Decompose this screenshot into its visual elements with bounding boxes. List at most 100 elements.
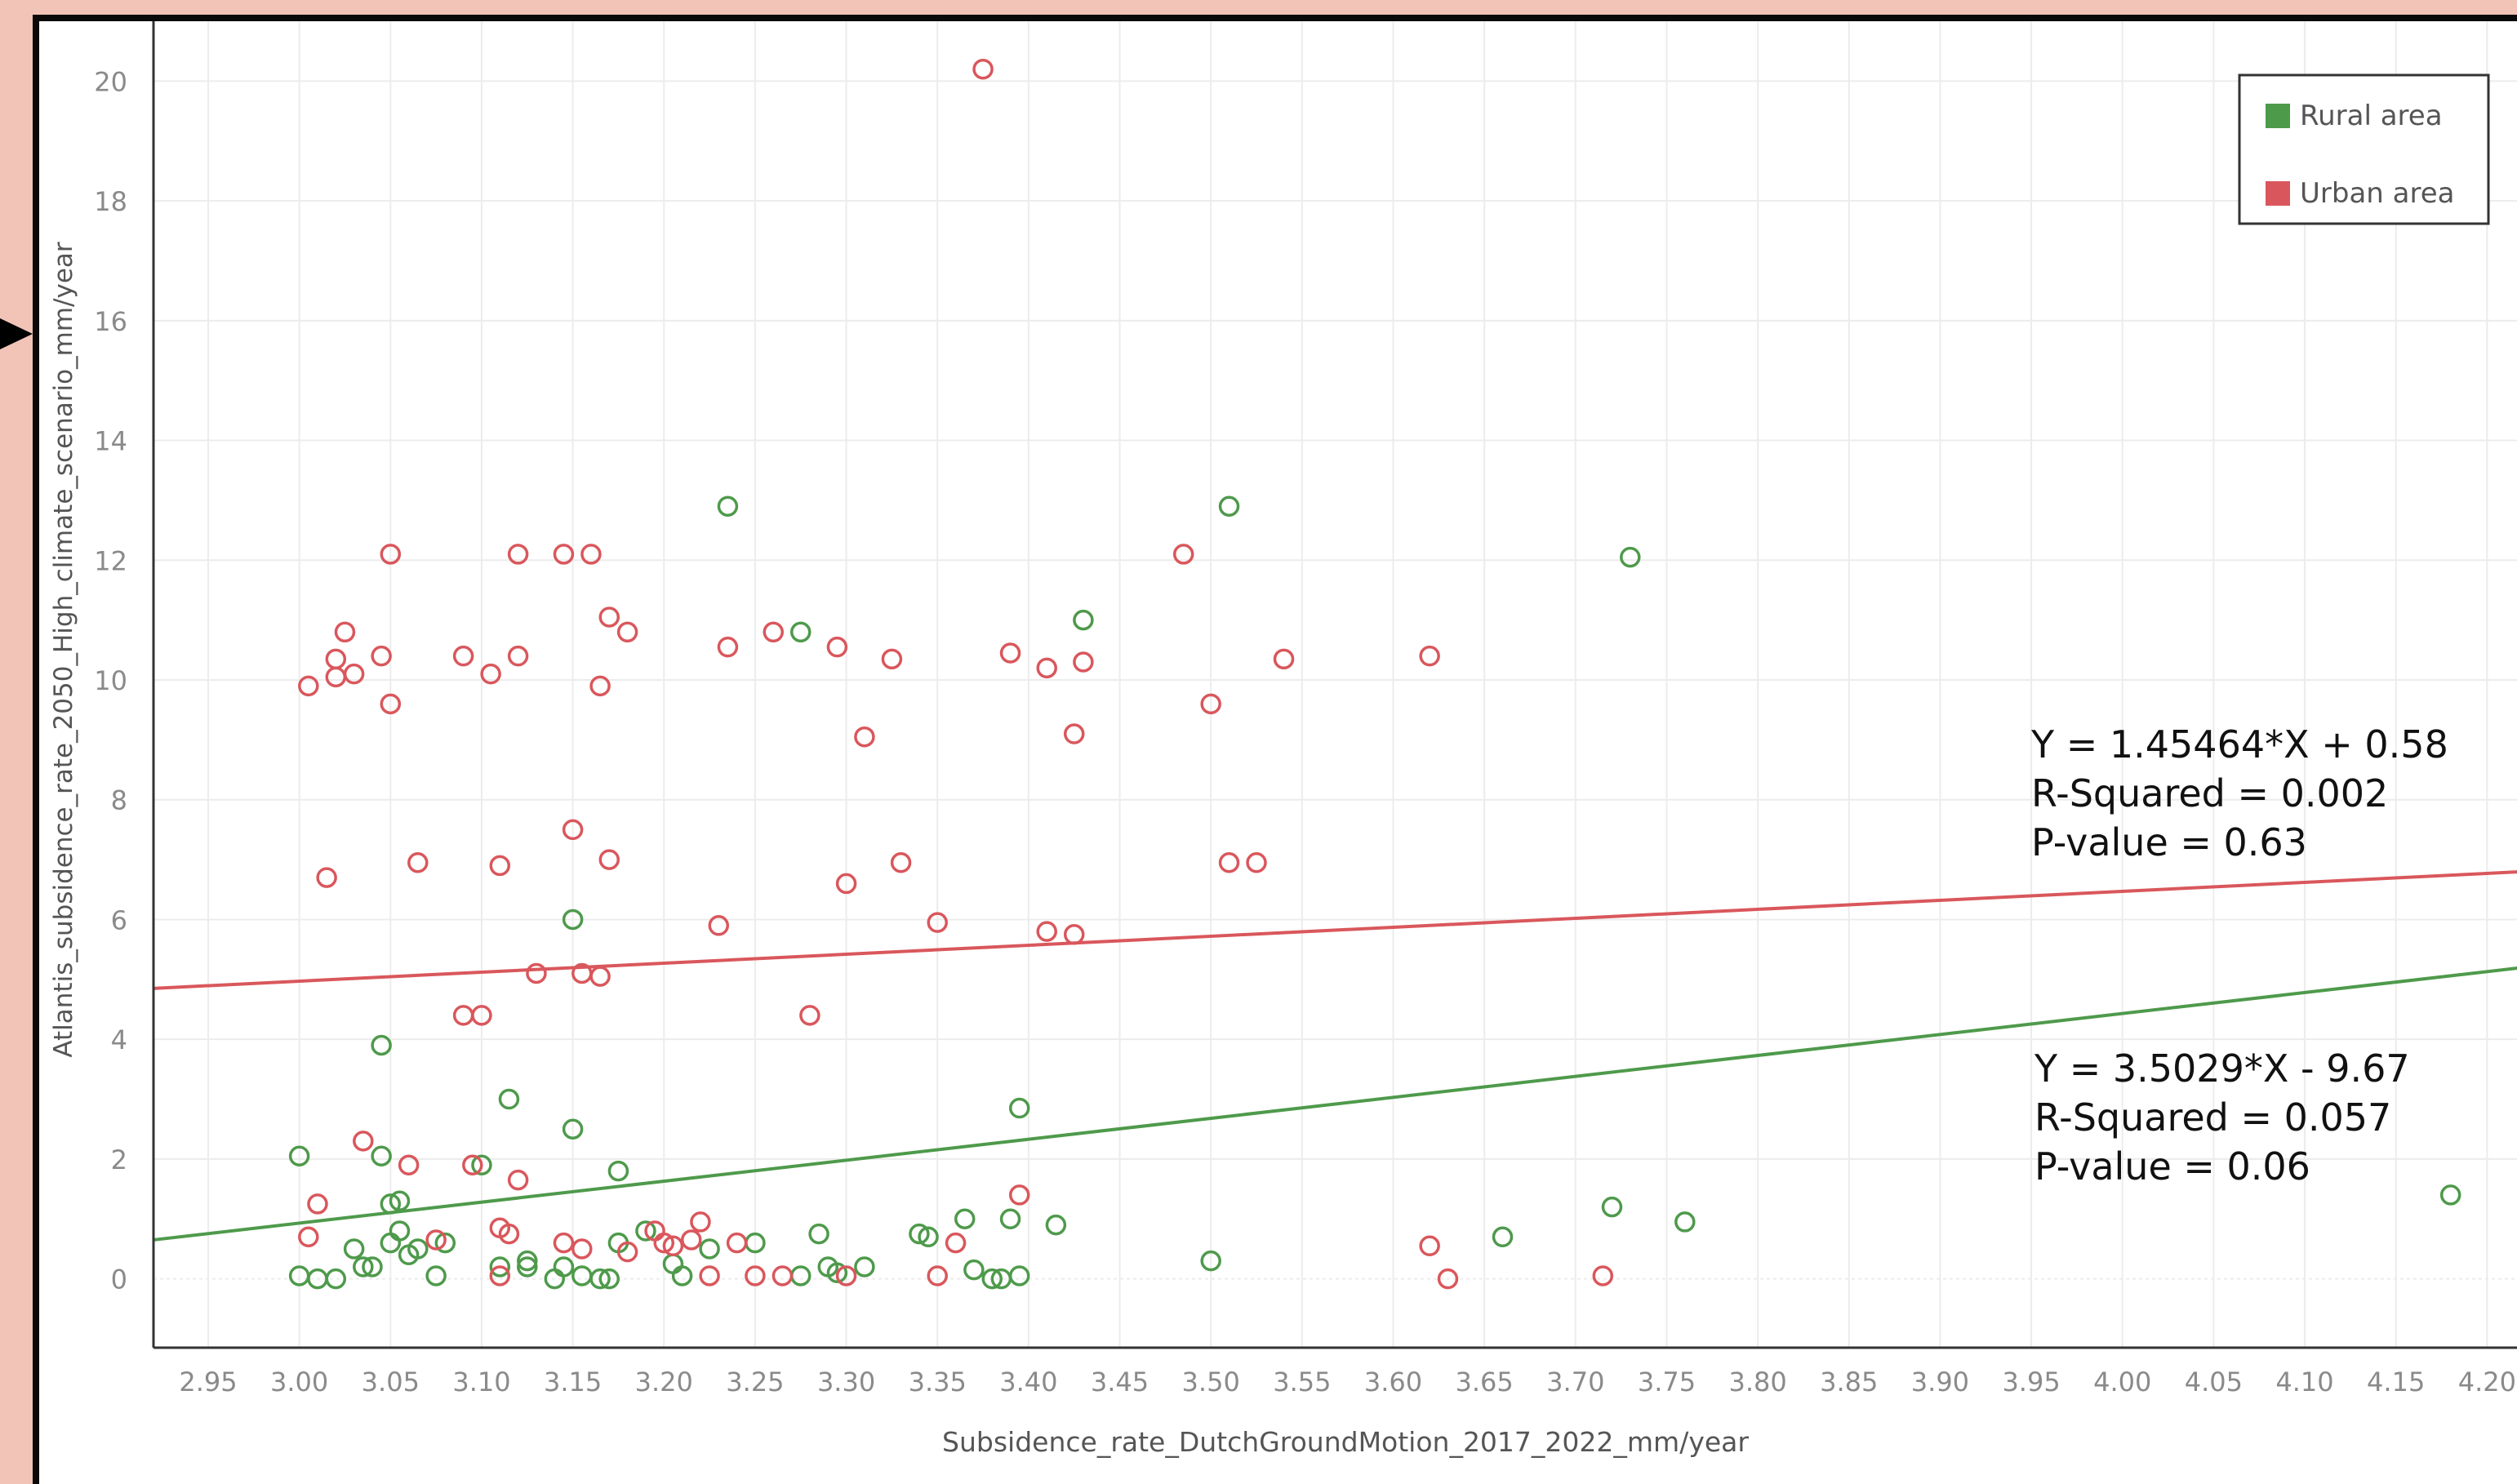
x-tick-label: 3.05 (362, 1366, 420, 1397)
y-tick-label: 8 (111, 785, 127, 816)
point-urban-area (316, 867, 337, 888)
point-rural-area (288, 1145, 310, 1166)
point-urban-area (298, 675, 319, 697)
point-rural-area (635, 1220, 656, 1242)
point-rural-area (434, 1232, 456, 1254)
x-tick-label: 3.40 (999, 1366, 1057, 1397)
point-urban-area (526, 962, 547, 984)
urban-p-value: P-value = 0.63 (2031, 820, 2307, 864)
x-tick-label: 3.15 (544, 1366, 602, 1397)
point-urban-area (699, 1265, 720, 1286)
point-rural-area (489, 1256, 511, 1277)
point-urban-area (307, 1193, 328, 1215)
x-tick-label: 4.20 (2458, 1366, 2516, 1397)
y-tick-label: 0 (111, 1264, 127, 1295)
point-urban-area (616, 1241, 638, 1263)
x-tick-label: 4.00 (2093, 1366, 2151, 1397)
x-tick-label: 3.30 (817, 1366, 875, 1397)
point-rural-area (362, 1256, 383, 1277)
point-rural-area (999, 1208, 1021, 1230)
point-urban-area (452, 645, 474, 667)
point-rural-area (517, 1250, 538, 1272)
x-tick-label: 3.45 (1091, 1366, 1149, 1397)
x-tick-label: 3.60 (1364, 1366, 1422, 1397)
point-urban-area (763, 621, 784, 643)
x-tick-label: 3.55 (1273, 1366, 1331, 1397)
point-rural-area (598, 1268, 620, 1290)
y-tick-label: 6 (111, 904, 127, 935)
point-urban-area (471, 1005, 492, 1026)
point-urban-area (1036, 921, 1057, 942)
point-urban-area (927, 912, 948, 933)
x-tick-label: 3.70 (1546, 1366, 1604, 1397)
point-rural-area (909, 1223, 930, 1245)
point-rural-area (380, 1193, 402, 1215)
point-urban-area (298, 1226, 319, 1248)
point-urban-area (717, 636, 739, 658)
point-rural-area (1674, 1211, 1696, 1233)
point-urban-area (1073, 651, 1094, 673)
point-rural-area (607, 1160, 629, 1182)
point-rural-area (562, 909, 584, 931)
point-urban-area (571, 1238, 593, 1260)
rural-equation: Y = 3.5029*X - 9.67 (2034, 1046, 2410, 1091)
point-rural-area (717, 495, 739, 517)
point-rural-area (1200, 1250, 1221, 1272)
rural-r-squared: R-Squared = 0.057 (2035, 1095, 2391, 1140)
point-rural-area (1008, 1097, 1030, 1119)
point-urban-area (489, 855, 511, 877)
x-axis-label: Subsidence_rate_DutchGroundMotion_2017_2… (942, 1426, 1749, 1458)
legend-swatch-rural (2266, 104, 2290, 128)
point-urban-area (616, 621, 638, 643)
trendlines (153, 870, 2517, 1242)
point-urban-area (489, 1265, 511, 1286)
y-tick-labels: 0 2 4 6 8 10 12 14 16 18 20 (94, 66, 127, 1295)
x-tick-label: 3.95 (2002, 1366, 2060, 1397)
legend-label-urban: Urban area (2300, 177, 2454, 210)
point-rural-area (517, 1256, 538, 1277)
point-urban-area (371, 645, 392, 667)
point-rural-area (1045, 1214, 1067, 1236)
point-rural-area (671, 1265, 693, 1286)
x-tick-label: 3.00 (270, 1366, 328, 1397)
point-rural-area (371, 1145, 392, 1166)
rural-regression-annotation: Y = 3.5029*X - 9.67 R-Squared = 0.057 P-… (2034, 1046, 2410, 1189)
point-urban-area (726, 1232, 748, 1254)
point-rural-area (562, 1118, 584, 1140)
point-urban-area (334, 621, 356, 643)
point-urban-area (826, 636, 848, 658)
legend-label-rural: Rural area (2300, 100, 2443, 132)
x-tick-label: 3.20 (635, 1366, 693, 1397)
point-urban-area (999, 642, 1021, 664)
y-tick-label: 4 (111, 1024, 127, 1055)
point-urban-area (708, 915, 730, 936)
point-rural-area (789, 1265, 812, 1286)
point-urban-area (1419, 645, 1440, 667)
point-urban-area (945, 1232, 967, 1254)
point-rural-area (353, 1256, 374, 1277)
grid (153, 21, 2517, 1348)
point-rural-area (1620, 546, 1641, 568)
point-rural-area (789, 621, 812, 643)
point-urban-area (890, 852, 912, 873)
x-tick-label: 3.10 (452, 1366, 510, 1397)
point-urban-area (1246, 852, 1267, 873)
point-urban-area (881, 648, 903, 670)
point-urban-area (425, 1229, 447, 1251)
point-urban-area (380, 544, 402, 565)
point-rural-area (963, 1259, 985, 1281)
point-rural-area (389, 1190, 411, 1212)
point-urban-area (380, 693, 402, 715)
point-urban-area (507, 645, 529, 667)
point-urban-area (598, 606, 620, 628)
point-rural-area (981, 1268, 1003, 1290)
point-urban-area (507, 544, 529, 565)
y-tick-label: 12 (94, 545, 127, 576)
point-urban-area (462, 1154, 483, 1175)
point-urban-area (1008, 1184, 1030, 1206)
point-urban-area (562, 819, 584, 841)
x-tick-label: 4.05 (2185, 1366, 2243, 1397)
point-urban-area (1218, 852, 1240, 873)
urban-r-squared: R-Squared = 0.002 (2031, 771, 2388, 815)
point-rural-area (699, 1238, 720, 1260)
